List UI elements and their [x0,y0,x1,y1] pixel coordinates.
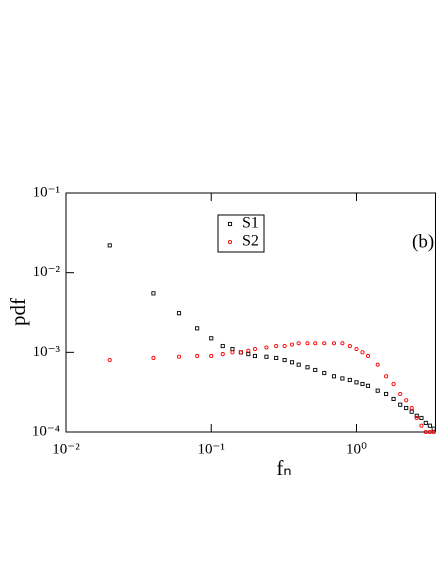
data-point [384,374,389,379]
x-tick-label: 10⁰ [346,441,367,457]
data-point [340,376,345,381]
y-tick-label: 10⁻² [33,264,61,280]
data-point [391,381,396,387]
data-point [423,420,428,425]
data-point [375,362,380,367]
data-point [340,341,345,346]
data-point [282,343,287,349]
data-point [176,311,182,316]
data-point [404,405,409,411]
data-point [391,396,396,401]
data-point [209,336,214,341]
data-point [305,341,310,346]
data-point [331,341,337,346]
data-point [274,355,279,361]
data-point [264,354,269,359]
data-point [282,358,287,363]
data-point [365,383,371,388]
y-tick-label: 10⁻⁴ [32,423,60,439]
data-point [296,362,301,367]
x-axis-label: fₙ [276,456,291,480]
data-point [347,343,352,349]
data-point [431,426,436,431]
data-point [365,353,371,359]
data-point [313,367,318,373]
data-point [107,358,112,363]
data-point [246,352,251,357]
data-point [305,365,310,370]
data-point [195,326,200,331]
data-point [398,391,403,397]
data-point [238,350,243,355]
data-point [195,353,200,359]
panel-annotation: (b) [412,231,434,252]
data-point [409,405,414,411]
legend-marker [227,221,233,227]
y-tick-label: 10⁻³ [33,344,61,360]
data-point [264,345,269,350]
y-tick-label: 10⁻¹ [33,184,60,200]
data-point [322,370,327,376]
data-point [384,391,389,397]
data-point [313,341,318,346]
data-point [431,429,436,435]
y-axis-label: pdf [6,298,30,326]
data-point [414,413,419,418]
data-point [230,346,235,352]
data-point [360,350,365,355]
data-point [427,429,432,435]
data-point [220,352,225,357]
data-point [107,243,112,248]
data-point [151,355,156,361]
legend-label: S2 [242,233,259,250]
data-point [209,353,214,359]
data-point [419,423,424,428]
data-point [322,341,327,346]
data-point [246,348,251,353]
data-point [252,353,258,359]
data-point [423,429,428,435]
legend-label: S1 [242,215,259,232]
data-point [375,388,380,393]
data-point [404,398,409,403]
data-point [419,415,424,421]
data-point [331,374,337,379]
data-point [354,346,359,352]
data-point [360,381,365,387]
data-point [151,291,156,296]
data-point [289,360,295,365]
data-point [398,402,403,407]
data-point [354,380,359,385]
legend-marker [227,239,233,245]
data-point [274,343,279,349]
data-point [230,350,235,355]
data-point [347,377,352,383]
x-tick-label: 10⁻¹ [198,441,225,457]
data-point [289,342,295,347]
data-point [176,354,182,359]
data-point [220,343,225,349]
data-point [409,409,414,414]
legend-box [217,214,265,253]
data-point [427,423,432,428]
data-point [296,341,301,346]
x-tick-label: 10⁻² [52,441,80,457]
data-point [252,346,258,352]
data-point [414,415,419,421]
